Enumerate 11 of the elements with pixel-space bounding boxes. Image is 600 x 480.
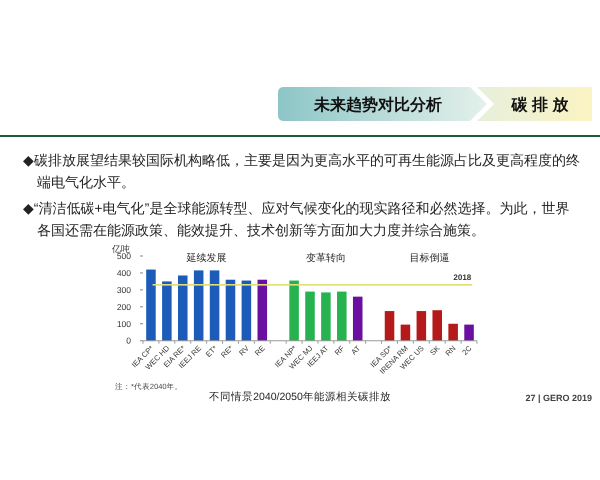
title: 未来趋势对比分析: [314, 97, 442, 114]
annotation: 变革转向: [306, 253, 346, 264]
annotation: 延续发展: [186, 253, 227, 264]
annotation: ◆碳排放展望结果较国际机构略低，主要是因为更高水平的可再生能源占比及更高程度的终端电气化水平。: [23, 151, 581, 192]
annotation: ◆“清洁低碳+电气化”是全球能源转型、应对气候变化的现实路径和必然选择。为此，世界各国还需在能源政策、能效提升、技术创新等方面加大力度并综合施策。: [23, 199, 570, 240]
subtitle: 碳 排 放: [512, 97, 568, 114]
annotation: 2018: [453, 272, 472, 282]
ylabel: 亿吨: [112, 244, 130, 254]
annotation: 27 | GERO 2019: [525, 393, 592, 403]
xlabel: 不同情景2040/2050年能源相关碳排放: [209, 391, 391, 403]
annotation: 目标倒逼: [409, 253, 450, 264]
